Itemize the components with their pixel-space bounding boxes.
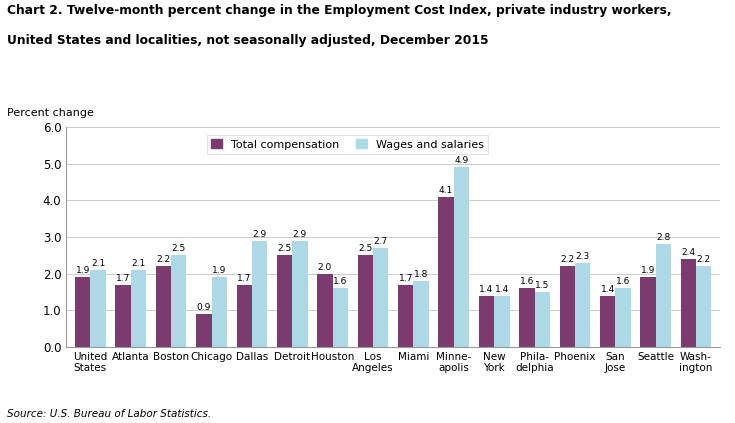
Bar	[600, 296, 615, 347]
Text: 2.2: 2.2	[157, 255, 171, 264]
Bar	[171, 255, 187, 347]
Text: 2.5: 2.5	[358, 244, 373, 253]
Bar	[478, 296, 494, 347]
Bar	[333, 288, 348, 347]
Text: 2.5: 2.5	[278, 244, 292, 253]
Text: 2.2: 2.2	[560, 255, 574, 264]
Legend: Total compensation, Wages and salaries: Total compensation, Wages and salaries	[207, 135, 488, 154]
Bar	[494, 296, 509, 347]
Text: 1.9: 1.9	[641, 266, 655, 275]
Text: 2.4: 2.4	[681, 248, 695, 257]
Bar	[373, 248, 388, 347]
Text: 2.3: 2.3	[576, 252, 589, 261]
Text: 1.9: 1.9	[212, 266, 226, 275]
Bar	[398, 285, 413, 347]
Bar	[439, 197, 453, 347]
Text: Percent change: Percent change	[7, 108, 94, 118]
Bar	[131, 270, 146, 347]
Bar	[534, 292, 550, 347]
Text: 1.6: 1.6	[520, 277, 534, 286]
Text: 1.5: 1.5	[535, 281, 550, 290]
Text: 2.7: 2.7	[373, 237, 388, 246]
Text: 1.8: 1.8	[414, 270, 429, 279]
Bar	[640, 277, 656, 347]
Bar	[293, 241, 308, 347]
Bar	[156, 266, 171, 347]
Bar	[453, 167, 469, 347]
Bar	[318, 274, 333, 347]
Text: 2.5: 2.5	[172, 244, 186, 253]
Bar	[196, 314, 212, 347]
Text: 1.6: 1.6	[333, 277, 348, 286]
Bar	[115, 285, 131, 347]
Bar	[413, 281, 429, 347]
Text: 2.1: 2.1	[91, 259, 105, 268]
Text: United States and localities, not seasonally adjusted, December 2015: United States and localities, not season…	[7, 34, 489, 47]
Text: 2.1: 2.1	[132, 259, 146, 268]
Text: 1.4: 1.4	[479, 285, 494, 294]
Bar	[559, 266, 575, 347]
Text: 2.9: 2.9	[252, 230, 267, 239]
Text: 1.7: 1.7	[398, 274, 413, 283]
Bar	[615, 288, 631, 347]
Text: 2.0: 2.0	[318, 263, 332, 272]
Text: 4.1: 4.1	[439, 186, 453, 195]
Bar	[519, 288, 534, 347]
Text: 0.9: 0.9	[197, 303, 211, 312]
Bar	[656, 244, 671, 347]
Text: 1.7: 1.7	[116, 274, 130, 283]
Text: 1.7: 1.7	[237, 274, 251, 283]
Bar	[277, 255, 293, 347]
Bar	[696, 266, 711, 347]
Text: Chart 2. Twelve-month percent change in the Employment Cost Index, private indus: Chart 2. Twelve-month percent change in …	[7, 4, 672, 17]
Bar	[358, 255, 373, 347]
Bar	[575, 263, 590, 347]
Text: 1.4: 1.4	[600, 285, 614, 294]
Bar	[212, 277, 227, 347]
Bar	[252, 241, 268, 347]
Bar	[681, 259, 696, 347]
Text: 2.8: 2.8	[656, 233, 670, 242]
Text: 1.9: 1.9	[76, 266, 90, 275]
Text: Source: U.S. Bureau of Labor Statistics.: Source: U.S. Bureau of Labor Statistics.	[7, 409, 212, 419]
Text: 4.9: 4.9	[454, 157, 469, 165]
Bar	[237, 285, 252, 347]
Text: 1.6: 1.6	[616, 277, 630, 286]
Text: 2.9: 2.9	[293, 230, 307, 239]
Text: 2.2: 2.2	[697, 255, 711, 264]
Bar	[90, 270, 106, 347]
Bar	[75, 277, 90, 347]
Text: 1.4: 1.4	[495, 285, 509, 294]
